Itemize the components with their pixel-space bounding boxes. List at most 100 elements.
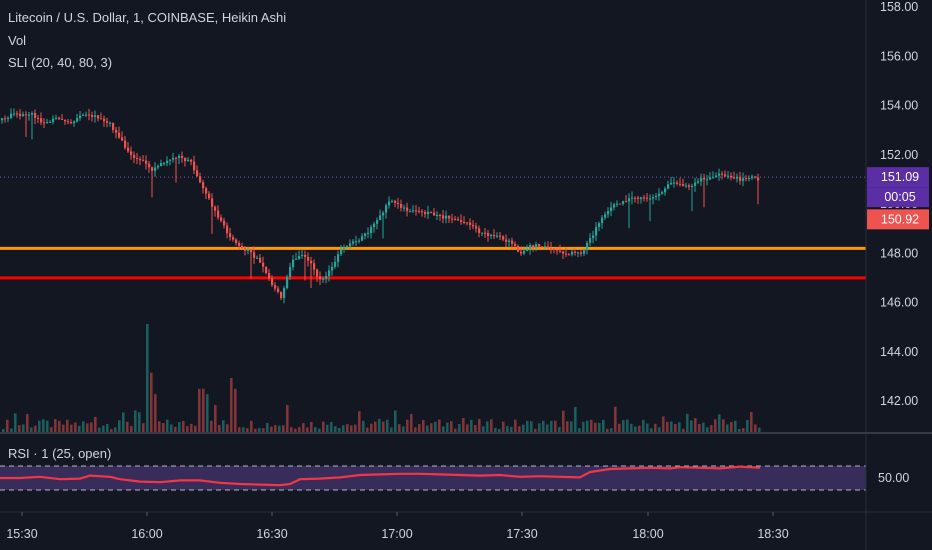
- volume-bar: [618, 423, 621, 432]
- candle-body: [514, 243, 517, 246]
- candle-body: [712, 177, 715, 179]
- volume-bar: [334, 426, 337, 432]
- volume-bar: [246, 428, 249, 432]
- volume-bar: [210, 420, 213, 432]
- candle-body: [754, 176, 757, 178]
- candle-body: [274, 285, 277, 289]
- candle-body: [49, 121, 52, 123]
- time-tick-label: 17:00: [381, 527, 412, 541]
- candle-body: [721, 173, 724, 175]
- candle-body: [301, 254, 304, 256]
- candle-body: [247, 250, 250, 252]
- candle-body: [574, 251, 577, 253]
- volume-bar: [454, 428, 457, 432]
- candle-body: [640, 197, 643, 199]
- volume-bar: [438, 419, 441, 432]
- horizontal-levels[interactable]: [0, 176, 866, 280]
- candle-body: [367, 232, 370, 234]
- volume-bar: [98, 427, 101, 432]
- volume-bar: [218, 424, 221, 432]
- volume-bar: [294, 428, 297, 432]
- volume-bar: [42, 419, 45, 432]
- candle-body: [160, 163, 163, 166]
- candle-body: [637, 197, 640, 199]
- volume-bar: [462, 418, 465, 432]
- volume-bar: [726, 424, 729, 432]
- volume-bar: [82, 421, 85, 432]
- candle-body: [208, 193, 211, 199]
- volume-bar: [746, 419, 749, 432]
- candle-body: [532, 245, 535, 248]
- candle-body: [700, 177, 703, 182]
- volume-bar: [654, 423, 657, 432]
- candle-body: [262, 262, 265, 267]
- candle-body: [475, 226, 478, 229]
- price-badge-text: 151.09: [881, 170, 919, 184]
- volume-bar: [366, 427, 369, 432]
- candle-body: [688, 185, 691, 187]
- candle-body: [307, 256, 310, 261]
- volume-bar: [550, 420, 553, 432]
- candle-body: [163, 163, 166, 165]
- price-tick-label: 146.00: [880, 296, 918, 310]
- candle-body: [220, 217, 223, 221]
- candle-body: [31, 113, 34, 115]
- volume-bar: [142, 423, 145, 432]
- volume-bar: [54, 419, 57, 432]
- candle-body: [442, 215, 445, 219]
- candle-body: [121, 137, 124, 141]
- candle-body: [682, 184, 685, 186]
- candle-body: [577, 252, 580, 254]
- candle-body: [292, 259, 295, 268]
- volume-bar: [430, 423, 433, 432]
- volume-bar: [230, 378, 233, 432]
- volume-bar: [630, 423, 633, 432]
- candle-body: [412, 210, 415, 212]
- vol-legend[interactable]: Vol: [8, 33, 27, 48]
- time-tick-label: 15:30: [6, 527, 37, 541]
- rsi-legend[interactable]: RSI · 1 (25, open): [8, 446, 112, 461]
- volume-bar: [606, 428, 609, 432]
- candle-body: [304, 254, 307, 257]
- volume-bar: [730, 421, 733, 432]
- candle-body: [448, 215, 451, 219]
- volume-bar: [226, 424, 229, 432]
- volume-bar: [530, 421, 533, 432]
- candle-body: [1, 118, 4, 121]
- candle-body: [103, 118, 106, 122]
- volume-bar: [410, 413, 413, 432]
- price-tick-label: 156.00: [880, 49, 918, 63]
- candle-body: [286, 276, 289, 289]
- candle-body: [232, 237, 235, 240]
- candle-body: [382, 212, 385, 216]
- volume-bar: [158, 421, 161, 432]
- candle-body: [649, 198, 652, 200]
- sli-legend[interactable]: SLI (20, 40, 80, 3): [8, 55, 113, 70]
- candle-body: [214, 206, 217, 211]
- volume-bar: [102, 425, 105, 432]
- candle-body: [403, 207, 406, 209]
- candle-body: [745, 178, 748, 180]
- candles[interactable]: [1, 108, 760, 304]
- volume-bar: [34, 425, 37, 432]
- candle-body: [487, 233, 490, 237]
- candle-body: [730, 175, 733, 178]
- candle-body: [598, 223, 601, 228]
- candle-body: [394, 200, 397, 203]
- volume-bar: [478, 419, 481, 432]
- volume-bar: [650, 428, 653, 432]
- candle-body: [727, 175, 730, 177]
- candle-body: [457, 219, 460, 221]
- candle-body: [169, 159, 172, 161]
- candle-body: [427, 211, 430, 215]
- volume-bar: [374, 421, 377, 432]
- candle-body: [550, 248, 553, 250]
- volume-bar: [134, 410, 137, 432]
- volume-bar: [234, 388, 237, 432]
- candle-body: [148, 163, 151, 168]
- candle-body: [202, 182, 205, 189]
- candle-body: [13, 113, 16, 115]
- candle-body: [166, 160, 169, 164]
